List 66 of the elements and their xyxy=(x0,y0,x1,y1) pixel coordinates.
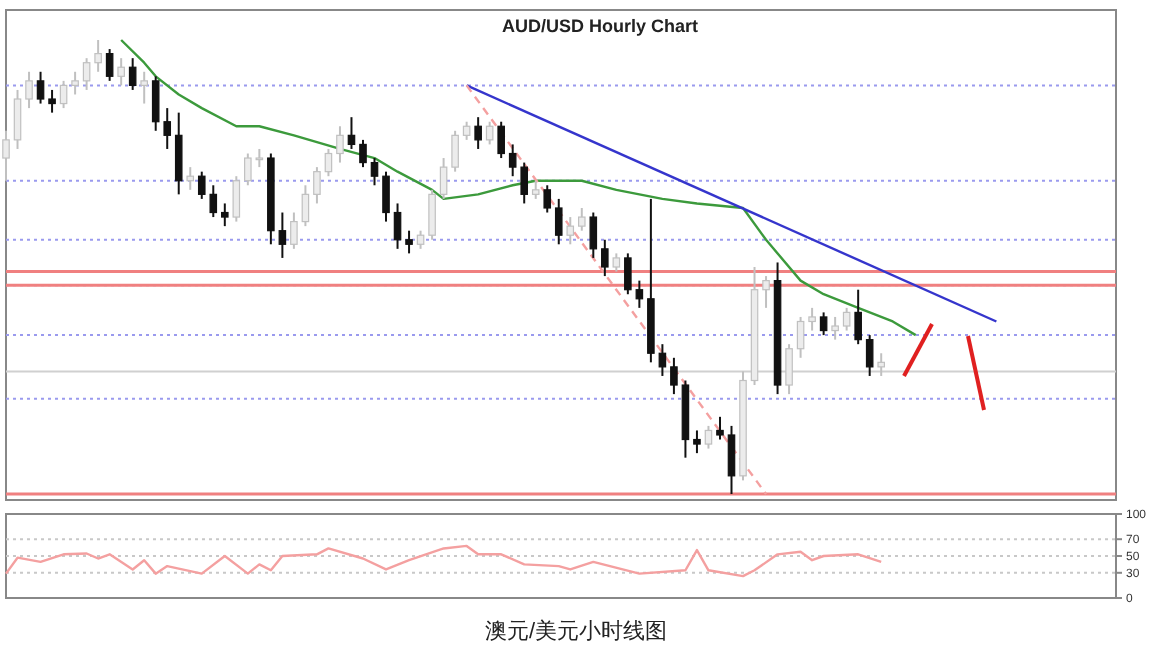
candlestick xyxy=(59,79,68,110)
candlestick xyxy=(290,211,298,250)
line-series xyxy=(4,544,883,578)
candlestick xyxy=(71,70,79,96)
candlestick xyxy=(336,125,344,164)
candlestick xyxy=(566,216,575,246)
candlestick xyxy=(405,229,413,255)
candlestick xyxy=(808,306,816,332)
candlestick xyxy=(416,229,425,250)
candlestick xyxy=(82,57,91,91)
candlestick xyxy=(485,120,494,146)
candlestick xyxy=(324,147,333,178)
candlestick xyxy=(174,111,183,196)
candlestick xyxy=(727,424,736,495)
candlestick xyxy=(94,39,102,73)
candlestick xyxy=(140,70,148,105)
candlestick xyxy=(716,415,724,441)
candlestick xyxy=(117,57,125,87)
candlestick xyxy=(278,211,287,259)
candlestick xyxy=(831,315,839,341)
candlestick xyxy=(393,202,402,250)
text: 澳元/美元小时线图 xyxy=(484,618,668,644)
candlestick xyxy=(554,197,563,246)
candlestick xyxy=(313,166,321,205)
candlestick xyxy=(359,138,367,169)
candlestick xyxy=(658,343,667,377)
candlestick xyxy=(2,129,10,182)
candlestick xyxy=(462,120,471,141)
candlestick xyxy=(670,356,678,396)
candlestick xyxy=(819,311,828,337)
candlestick xyxy=(704,424,713,450)
candlestick xyxy=(439,157,448,200)
candlestick xyxy=(221,202,229,228)
candlestick xyxy=(301,184,310,228)
candlestick xyxy=(128,57,137,91)
candlestick xyxy=(36,70,45,105)
chart-title: AUD/USD Hourly Chart xyxy=(501,16,699,36)
candlestick xyxy=(635,279,644,309)
candlestick xyxy=(13,88,22,150)
candlestick xyxy=(589,211,598,259)
candlestick xyxy=(785,343,793,396)
candlestick xyxy=(105,48,114,82)
candlestick xyxy=(612,252,621,273)
candlestick xyxy=(865,334,874,377)
candlestick xyxy=(382,170,390,223)
candlestick xyxy=(577,206,586,232)
candlestick xyxy=(186,166,195,191)
candlestick xyxy=(624,252,632,296)
candlestick xyxy=(497,120,505,160)
candlestick xyxy=(762,275,770,309)
candlestick xyxy=(451,129,459,173)
candlestick xyxy=(474,116,482,150)
candlestick xyxy=(693,429,701,455)
candlestick xyxy=(370,157,379,187)
candlestick xyxy=(877,352,885,377)
candlestick xyxy=(428,188,436,241)
candlestick xyxy=(842,306,851,332)
candlestick xyxy=(796,315,805,359)
candlestick xyxy=(531,179,540,200)
candlestick xyxy=(25,70,33,110)
candlestick xyxy=(854,288,862,346)
candlestick xyxy=(48,88,56,114)
candlestick xyxy=(347,116,356,150)
candlestick xyxy=(543,184,552,214)
candlestick xyxy=(601,238,609,278)
candlestick xyxy=(232,175,241,223)
